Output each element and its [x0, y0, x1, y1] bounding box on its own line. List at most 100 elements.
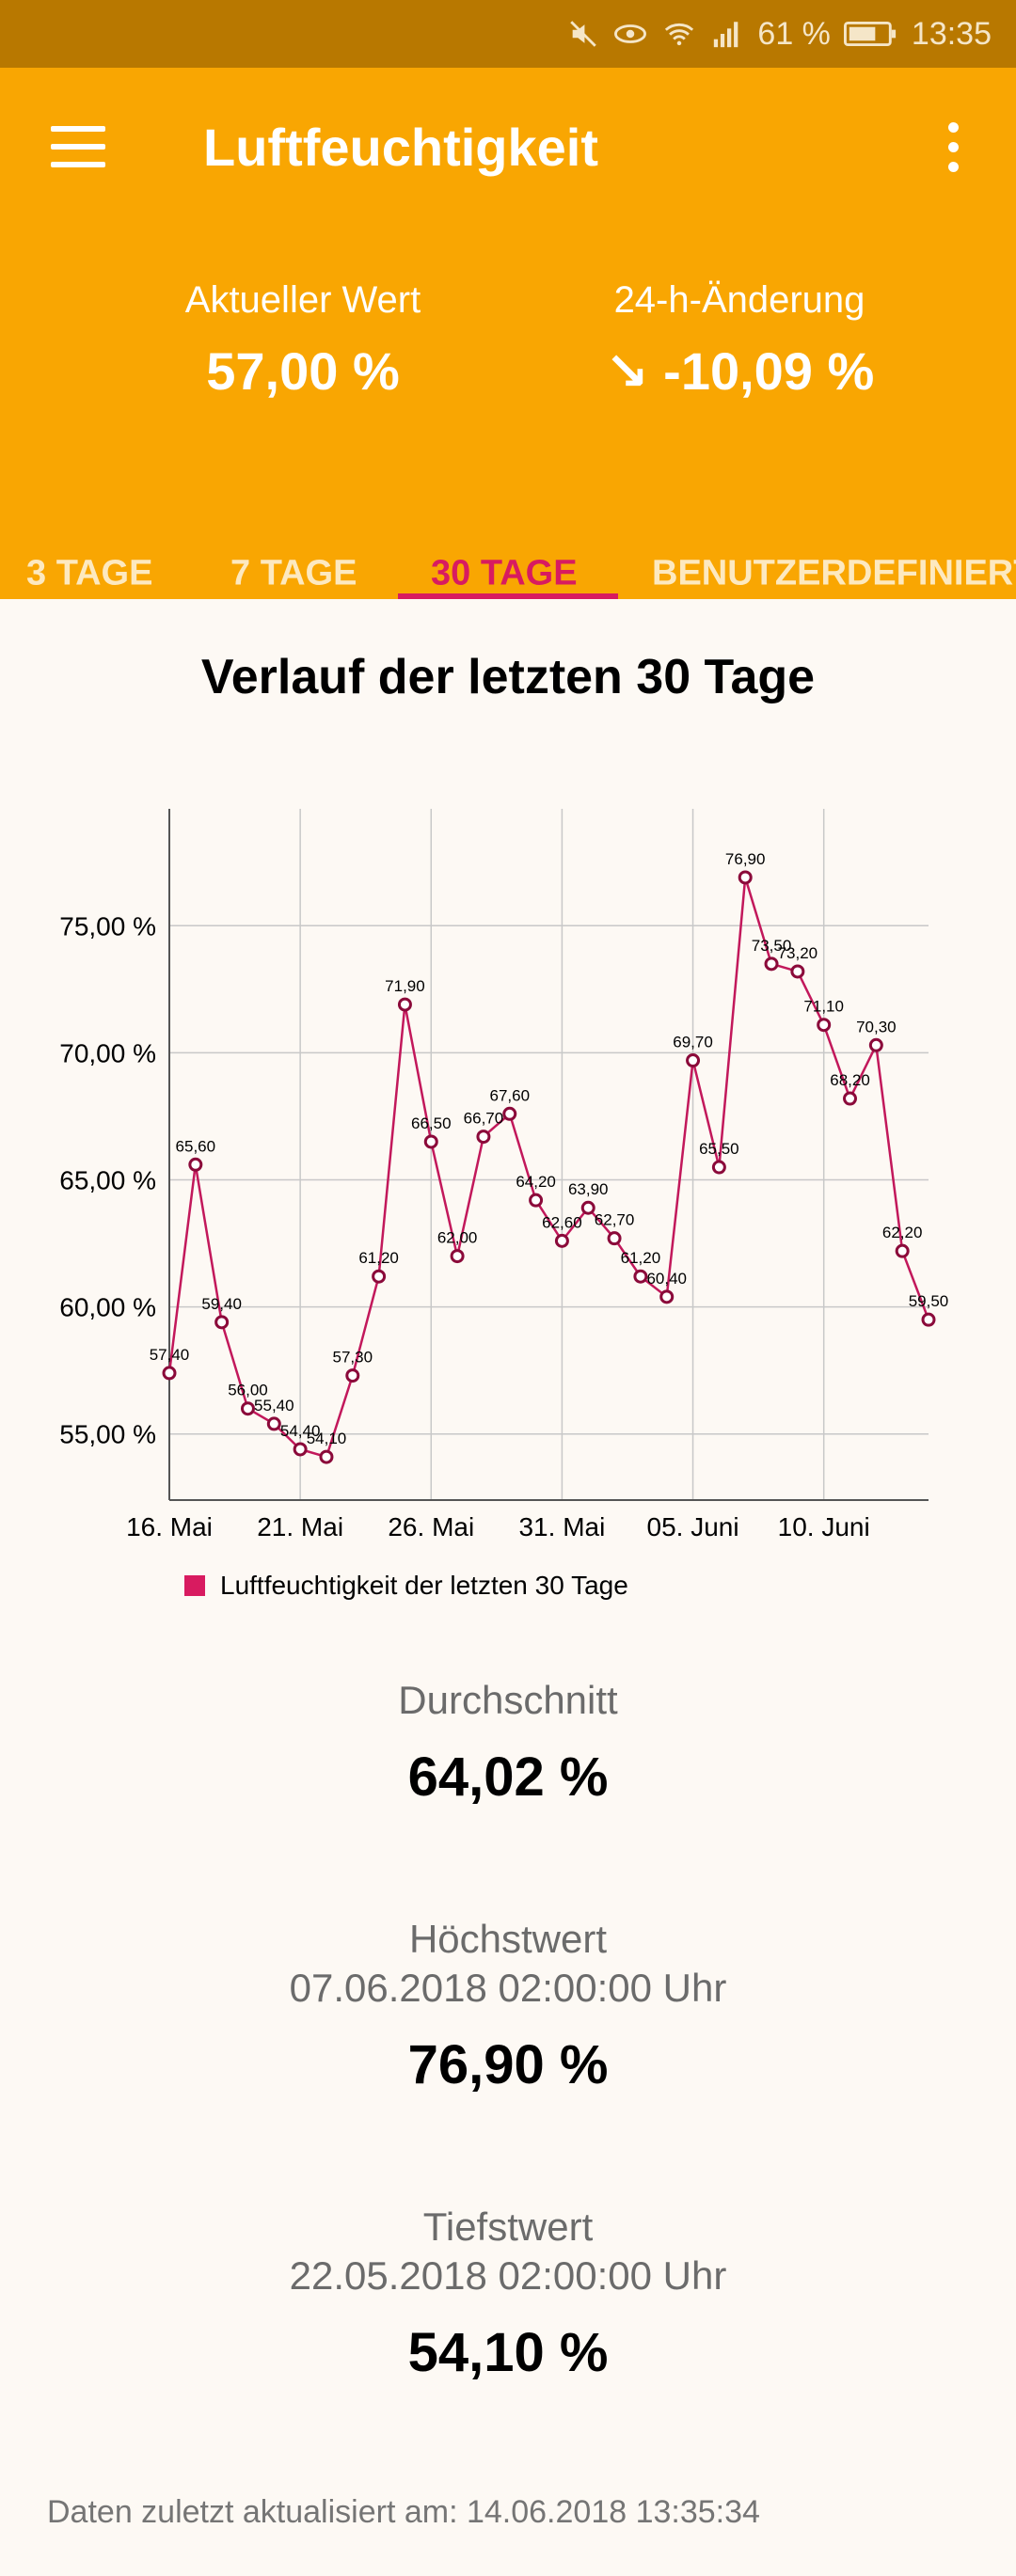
- more-options-icon[interactable]: [941, 122, 965, 179]
- data-point: [686, 1053, 701, 1068]
- min-block: Tiefstwert 22.05.2018 02:00:00 Uhr 54,10…: [0, 2203, 1016, 2384]
- x-tick-label: 21. Mai: [257, 1512, 343, 1541]
- chart-title: Verlauf der letzten 30 Tage: [200, 650, 816, 704]
- data-label: 69,70: [673, 1034, 713, 1051]
- data-point: [319, 1449, 334, 1464]
- humidity-line-chart: 75,00 % 70,00 % 65,00 % 60,00 % 55,00 % 16. M…: [59, 809, 949, 1541]
- tab-7-days[interactable]: 7 TAGE: [230, 553, 357, 593]
- tab-3-days[interactable]: 3 TAGE: [26, 553, 153, 593]
- data-label: 70,30: [856, 1018, 897, 1035]
- data-label: 60,40: [646, 1270, 687, 1288]
- data-label: 57,40: [150, 1346, 190, 1364]
- data-label: 59,50: [909, 1292, 949, 1310]
- min-date: 22.05.2018 02:00:00 Uhr: [289, 2253, 727, 2298]
- data-label: 68,20: [830, 1071, 870, 1089]
- data-point: [580, 1200, 595, 1215]
- current-value-label: Aktueller Wert: [184, 279, 421, 321]
- y-tick-label: 70,00 %: [59, 1038, 156, 1067]
- data-point: [711, 1160, 726, 1175]
- eye-icon: [612, 18, 648, 50]
- x-tick-label: 16. Mai: [126, 1512, 213, 1541]
- data-point: [529, 1193, 544, 1208]
- average-label: Durchschnitt: [398, 1678, 618, 1722]
- tab-custom[interactable]: BENUTZERDEFINIERT: [652, 553, 1016, 593]
- data-label: 73,50: [752, 937, 792, 955]
- wifi-icon: [661, 18, 697, 50]
- range-tabs: 3 TAGE 7 TAGE 30 TAGE BENUTZERDEFINIERT: [0, 498, 1016, 599]
- data-label: 62,60: [542, 1213, 582, 1231]
- data-label: 62,00: [437, 1229, 478, 1247]
- data-label: 71,90: [385, 977, 425, 995]
- data-point: [895, 1243, 910, 1258]
- data-label: 67,60: [489, 1086, 530, 1104]
- menu-icon[interactable]: [51, 126, 105, 167]
- series-line: [167, 877, 930, 1459]
- battery-icon: [843, 20, 898, 48]
- x-tick-label: 10. Juni: [778, 1512, 870, 1541]
- data-point: [633, 1269, 648, 1284]
- data-label: 59,40: [201, 1295, 242, 1313]
- data-point: [397, 997, 412, 1012]
- data-point: [423, 1134, 438, 1149]
- data-label: 54,40: [280, 1422, 321, 1440]
- page-title: Luftfeuchtigkeit: [203, 118, 598, 177]
- data-label: 56,00: [228, 1382, 268, 1399]
- average-block: Durchschnitt 64,02 %: [0, 1676, 1016, 1809]
- status-bar: 61 % 13:35: [0, 0, 1016, 68]
- data-label: 76,90: [725, 850, 766, 868]
- data-point: [372, 1269, 387, 1284]
- data-point: [188, 1157, 203, 1172]
- data-label: 61,20: [621, 1249, 661, 1267]
- tab-30-days[interactable]: 30 TAGE: [431, 553, 578, 593]
- max-label: Höchstwert: [408, 1917, 608, 1961]
- data-point: [607, 1231, 622, 1246]
- change-24h-value: ↘ -10,09 %: [604, 341, 875, 401]
- min-value: 54,10 %: [407, 2322, 609, 2383]
- data-point: [738, 870, 753, 885]
- y-tick-label: 65,00 %: [59, 1166, 156, 1195]
- data-point: [921, 1312, 936, 1327]
- data-point: [214, 1315, 230, 1330]
- mute-icon: [567, 18, 599, 50]
- x-tick-label: 31. Mai: [518, 1512, 605, 1541]
- max-value: 76,90 %: [407, 2034, 609, 2095]
- current-value: 57,00 %: [206, 341, 400, 401]
- data-point: [293, 1442, 308, 1457]
- data-label: 54,10: [307, 1430, 347, 1447]
- last-updated-text: Daten zuletzt aktualisiert am: 14.06.201…: [47, 2494, 760, 2530]
- data-point: [266, 1416, 281, 1431]
- data-point: [162, 1366, 177, 1381]
- current-value-block: Aktueller Wert 57,00 %: [115, 279, 491, 402]
- data-label: 66,50: [411, 1114, 452, 1132]
- clock: 13:35: [911, 15, 992, 52]
- battery-percent: 61 %: [757, 15, 831, 52]
- data-label: 65,60: [176, 1137, 216, 1155]
- app-bar: Luftfeuchtigkeit Aktueller Wert 57,00 % …: [0, 68, 1016, 599]
- data-point: [450, 1249, 465, 1264]
- data-label: 63,90: [568, 1180, 609, 1198]
- max-date: 07.06.2018 02:00:00 Uhr: [289, 1966, 727, 2010]
- data-label: 57,30: [333, 1349, 373, 1367]
- data-label: 64,20: [516, 1173, 556, 1191]
- change-24h-block: 24-h-Änderung ↘ -10,09 %: [551, 279, 928, 403]
- data-point: [817, 1018, 832, 1033]
- data-point: [764, 956, 779, 972]
- data-label: 62,70: [595, 1211, 635, 1229]
- chart-legend: Luftfeuchtigkeit der letzten 30 Tage: [184, 1571, 628, 1601]
- data-label: 66,70: [464, 1110, 504, 1128]
- data-point: [659, 1289, 675, 1304]
- data-point: [843, 1091, 858, 1106]
- y-tick-label: 75,00 %: [59, 911, 156, 940]
- data-label: 65,50: [699, 1140, 739, 1158]
- change-24h-label: 24-h-Änderung: [613, 279, 865, 321]
- legend-label: Luftfeuchtigkeit der letzten 30 Tage: [220, 1571, 628, 1600]
- tab-indicator: [398, 593, 618, 599]
- data-point: [240, 1401, 255, 1416]
- y-tick-label: 55,00 %: [59, 1420, 156, 1449]
- y-tick-label: 60,00 %: [59, 1293, 156, 1322]
- legend-swatch: [184, 1575, 205, 1596]
- signal-icon: [710, 18, 744, 50]
- data-point: [502, 1106, 517, 1121]
- data-point: [476, 1130, 491, 1145]
- data-point: [345, 1368, 360, 1383]
